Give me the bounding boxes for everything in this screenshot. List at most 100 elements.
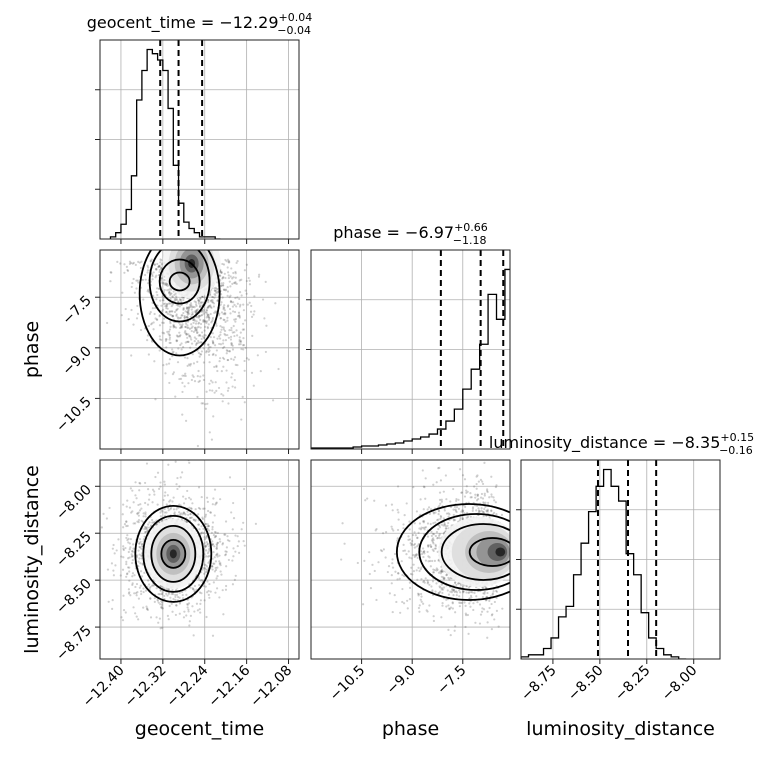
sample-point [420, 566, 423, 569]
sample-point [229, 312, 232, 315]
sample-point [196, 316, 199, 319]
sample-point [223, 304, 226, 307]
sample-point [176, 361, 180, 364]
sample-point [202, 309, 205, 312]
sample-point [432, 615, 435, 618]
sample-point [203, 507, 206, 510]
sample-point [171, 310, 174, 313]
sample-point [397, 518, 400, 521]
sample-point [139, 482, 142, 485]
panel-title-geocent_time: geocent_time = −12.29+0.04 −0.04 [87, 11, 313, 37]
sample-point [127, 588, 130, 591]
sample-point [488, 599, 491, 602]
sample-point [212, 562, 215, 565]
density-level [169, 549, 177, 559]
sample-point [235, 305, 238, 308]
sample-point [220, 370, 223, 373]
sample-point [157, 621, 160, 624]
sample-point [120, 616, 123, 619]
sample-point [137, 503, 140, 507]
sample-point [158, 349, 161, 352]
sample-point [225, 349, 228, 352]
sample-point [193, 610, 196, 613]
sample-point [153, 360, 156, 363]
sample-point [422, 551, 425, 554]
sample-point [443, 577, 446, 580]
sample-point [486, 509, 490, 513]
sample-point [468, 602, 471, 605]
sample-point [176, 335, 179, 338]
contour-level [138, 250, 221, 357]
sample-point [375, 527, 378, 531]
sample-point [145, 462, 149, 465]
sample-point [423, 550, 426, 553]
sample-point [463, 601, 466, 604]
sample-point [157, 265, 161, 268]
sample-point [470, 596, 473, 599]
sample-point [125, 573, 129, 576]
sample-point [208, 361, 211, 364]
sample-point [231, 583, 235, 586]
sample-point [167, 463, 170, 466]
y-tick-label: −9.0 [59, 343, 94, 378]
panel-frame [99, 459, 300, 660]
sample-point [210, 299, 213, 302]
sample-point [251, 334, 254, 337]
sample-point [180, 342, 183, 345]
sample-point [490, 602, 493, 606]
sample-point [218, 562, 221, 565]
sample-point [463, 478, 467, 481]
sample-point [147, 288, 150, 291]
sample-point [100, 526, 104, 529]
sample-point [125, 536, 128, 540]
sample-point [465, 516, 468, 519]
sample-point [448, 607, 451, 610]
sample-point [159, 261, 162, 264]
sample-point [156, 599, 159, 602]
sample-point [206, 525, 210, 528]
sample-point [390, 582, 393, 585]
sample-point [172, 597, 175, 601]
sample-point [461, 517, 464, 520]
sample-point [188, 496, 191, 499]
sample-point [258, 273, 261, 276]
sample-point [219, 357, 222, 360]
sample-point [242, 344, 246, 347]
sample-point [221, 276, 225, 280]
sample-point [130, 511, 133, 514]
sample-point [437, 592, 440, 596]
sample-point [169, 322, 172, 325]
sample-point [213, 289, 217, 292]
sample-point [188, 506, 191, 509]
sample-point [218, 342, 221, 346]
sample-point [490, 614, 493, 617]
sample-point [159, 511, 162, 514]
sample-point [131, 559, 134, 562]
sample-point [182, 311, 185, 315]
sample-point [452, 518, 455, 521]
sample-point [181, 597, 185, 600]
sample-point [438, 591, 441, 594]
sample-point [158, 264, 161, 267]
sample-point [215, 365, 218, 368]
sample-point [207, 314, 210, 317]
sample-point [219, 343, 223, 346]
sample-point [192, 587, 195, 591]
sample-point [160, 603, 164, 606]
sample-point [206, 552, 210, 555]
sample-point [181, 374, 184, 377]
sample-point [139, 584, 142, 587]
sample-point [441, 591, 444, 595]
sample-point [195, 304, 198, 308]
sample-point [224, 338, 228, 342]
sample-point [186, 311, 189, 314]
sample-point [206, 320, 209, 323]
sample-point [486, 490, 489, 494]
sample-point [422, 555, 425, 559]
sample-point [229, 335, 233, 338]
sample-point [249, 310, 253, 313]
sample-point [228, 280, 231, 283]
sample-point [206, 313, 209, 316]
sample-point [442, 517, 445, 520]
sample-point [140, 547, 143, 550]
